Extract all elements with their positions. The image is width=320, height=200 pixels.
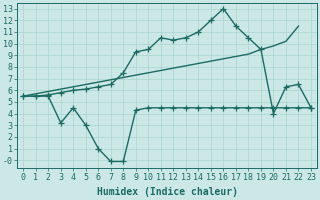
- X-axis label: Humidex (Indice chaleur): Humidex (Indice chaleur): [97, 187, 237, 197]
